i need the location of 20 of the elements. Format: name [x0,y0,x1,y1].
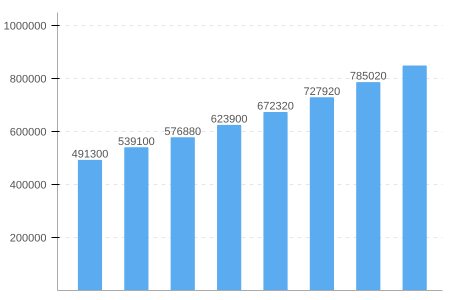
y-tick-label: 800000 [10,74,47,86]
data-label: 623900 [210,113,248,126]
data-label: 539100 [118,136,155,148]
y-tick-label: 200000 [10,232,47,245]
bar [78,160,102,290]
bar [124,147,148,290]
bar [310,97,334,290]
y-tick-label: 1000000 [4,20,47,33]
data-label: 785020 [350,70,387,83]
bar [402,65,427,290]
data-label: 491300 [72,148,108,160]
y-tick-label: 400000 [10,180,47,192]
bar [263,112,288,290]
data-label: 672320 [257,100,294,112]
bar [356,82,380,290]
bar [217,124,242,290]
y-tick-label: 600000 [10,126,47,139]
data-label: 727920 [304,86,340,98]
data-label: 576880 [164,126,202,138]
bar [170,137,195,290]
